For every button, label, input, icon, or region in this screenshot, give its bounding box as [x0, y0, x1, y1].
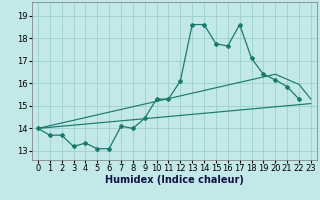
X-axis label: Humidex (Indice chaleur): Humidex (Indice chaleur)	[105, 175, 244, 185]
